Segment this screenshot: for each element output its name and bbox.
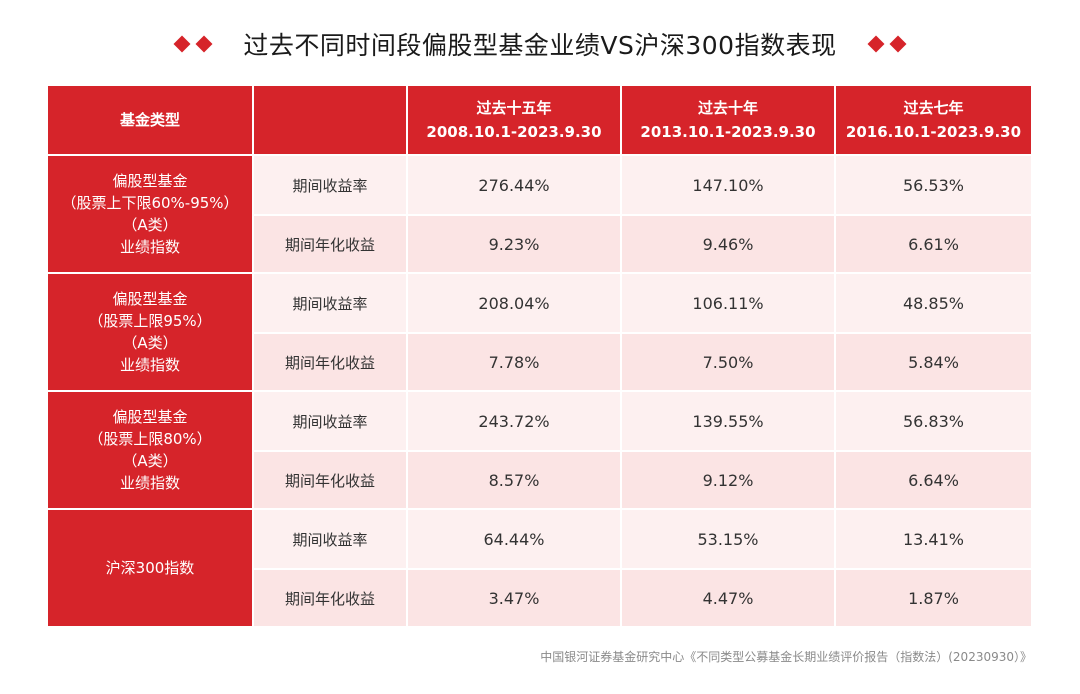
fund-type-cell: 偏股型基金 （股票上下限60%-95%） （A类） 业绩指数 [46,154,254,274]
fund-type-cell: 偏股型基金 （股票上限80%） （A类） 业绩指数 [46,390,254,510]
metric-label: 期间收益率 [252,390,408,452]
value-cell: 9.46% [620,214,836,274]
metric-label: 期间收益率 [252,154,408,216]
period-range: 2013.10.1-2023.9.30 [640,123,816,141]
diamond-ornament-left [171,35,215,53]
fund-type-line: 业绩指数 [119,474,180,492]
metric-label: 期间年化收益 [252,568,408,628]
table-row: 期间年化收益 7.78% 7.50% 5.84% [47,332,1033,392]
table-row: 沪深300指数 期间收益率 64.44% 53.15% 13.41% [46,508,1033,628]
value-cell: 64.44% [406,508,622,570]
fund-type-line: （股票上下限60%-95%） [61,194,239,212]
metric-label: 期间年化收益 [252,450,408,510]
value-cell: 9.12% [620,450,836,510]
value-cell: 13.41% [834,508,1033,570]
diamond-icon [867,35,885,53]
period-name: 过去十五年 [476,99,552,117]
header-period-15y: 过去十五年 2008.10.1-2023.9.30 [406,84,622,156]
performance-table: 基金类型 过去十五年 2008.10.1-2023.9.30 过去十年 2013… [46,84,1033,628]
title-row: 过去不同时间段偏股型基金业绩VS沪深300指数表现 [0,22,1080,66]
value-cell: 9.23% [406,214,622,274]
metric-label: 期间收益率 [252,508,408,570]
value-cell: 208.04% [406,272,622,334]
fund-type-cell: 偏股型基金 （股票上限95%） （A类） 业绩指数 [46,272,254,392]
value-cell: 56.83% [834,390,1033,452]
diamond-icon [889,35,907,53]
value-cell: 56.53% [834,154,1033,216]
fund-type-line: 偏股型基金 [112,172,188,190]
value-cell: 6.61% [834,214,1033,274]
header-metric [252,84,408,156]
period-range: 2008.10.1-2023.9.30 [426,123,602,141]
diamond-ornament-right [865,35,909,53]
period-name: 过去十年 [697,99,758,117]
value-cell: 1.87% [834,568,1033,628]
value-cell: 48.85% [834,272,1033,334]
value-cell: 106.11% [620,272,836,334]
table-row: 偏股型基金 （股票上限95%） （A类） 业绩指数 期间收益率 208.04% … [46,272,1033,392]
table-row: 期间年化收益 9.23% 9.46% 6.61% [47,214,1033,274]
value-cell: 7.78% [406,332,622,392]
fund-type-line: （A类） [122,334,178,352]
header-row: 基金类型 过去十五年 2008.10.1-2023.9.30 过去十年 2013… [46,84,1033,156]
metric-label: 期间年化收益 [252,332,408,392]
fund-type-line: 偏股型基金 [112,290,188,308]
diamond-icon [195,35,213,53]
diamond-icon [173,35,191,53]
fund-type-line: （股票上限80%） [88,430,212,448]
fund-type-line: （A类） [122,452,178,470]
value-cell: 7.50% [620,332,836,392]
header-period-7y: 过去七年 2016.10.1-2023.9.30 [834,84,1033,156]
table-row: 偏股型基金 （股票上下限60%-95%） （A类） 业绩指数 期间收益率 276… [46,154,1033,274]
value-cell: 4.47% [620,568,836,628]
fund-type-line: 偏股型基金 [112,408,188,426]
value-cell: 6.64% [834,450,1033,510]
period-range: 2016.10.1-2023.9.30 [845,123,1022,141]
source-note: 中国银河证券基金研究中心《不同类型公募基金长期业绩评价报告（指数法）(20230… [540,650,1032,664]
fund-type-line: 业绩指数 [119,356,180,374]
value-cell: 276.44% [406,154,622,216]
value-cell: 8.57% [406,450,622,510]
value-cell: 5.84% [834,332,1033,392]
fund-type-line: （股票上限95%） [88,312,212,330]
value-cell: 139.55% [620,390,836,452]
page-title: 过去不同时间段偏股型基金业绩VS沪深300指数表现 [243,31,837,60]
metric-label: 期间收益率 [252,272,408,334]
metric-label: 期间年化收益 [252,214,408,274]
fund-type-line: （A类） [122,216,178,234]
fund-type-line: 沪深300指数 [105,559,195,577]
table-row: 期间年化收益 8.57% 9.12% 6.64% [47,450,1033,510]
table-row: 偏股型基金 （股票上限80%） （A类） 业绩指数 期间收益率 243.72% … [46,390,1033,510]
table-row: 期间年化收益 3.47% 4.47% 1.87% [47,568,1033,628]
fund-type-cell: 沪深300指数 [46,508,254,628]
value-cell: 53.15% [620,508,836,570]
header-period-10y: 过去十年 2013.10.1-2023.9.30 [620,84,836,156]
value-cell: 147.10% [620,154,836,216]
period-name: 过去七年 [903,99,964,117]
value-cell: 3.47% [406,568,622,628]
value-cell: 243.72% [406,390,622,452]
fund-type-line: 业绩指数 [119,238,180,256]
header-fund-type: 基金类型 [46,84,254,156]
